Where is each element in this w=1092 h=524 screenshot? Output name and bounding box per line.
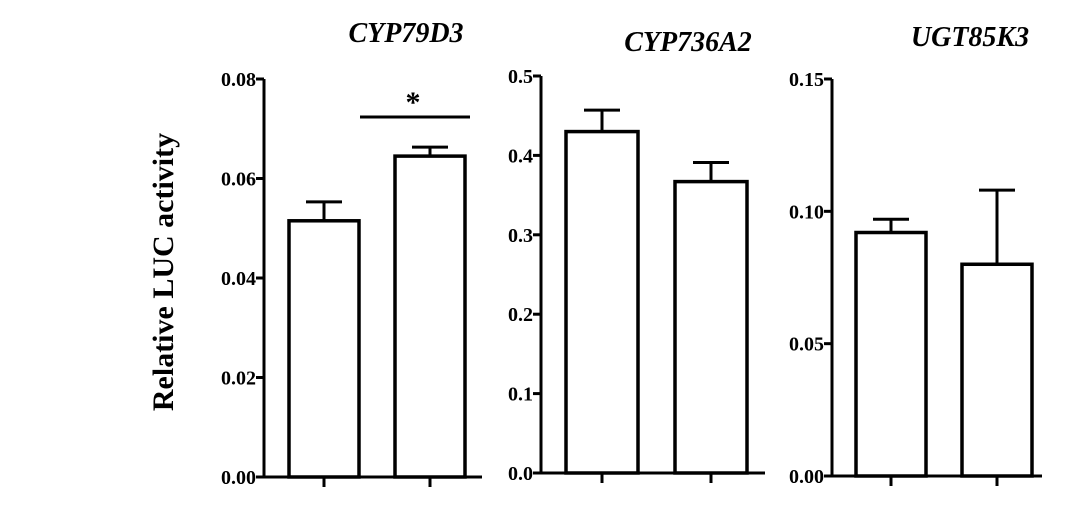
- y-tick-label: 0.3: [508, 225, 533, 247]
- y-tick-label: 0.06: [221, 169, 256, 191]
- panel-title: CYP79D3: [348, 18, 463, 49]
- y-tick-label: 0.02: [221, 368, 256, 390]
- y-tick-label: 0.5: [508, 66, 533, 88]
- y-axis-label: Relative LUC activity: [147, 133, 180, 411]
- significance-star: *: [406, 86, 421, 119]
- panel-title: UGT85K3: [911, 22, 1029, 53]
- panel-title: CYP736A2: [624, 27, 752, 58]
- bar: [673, 179, 749, 475]
- y-tick-label: 0.1: [508, 384, 533, 406]
- y-tick-label: 0.00: [221, 467, 256, 489]
- y-tick-label: 0.04: [221, 268, 256, 290]
- y-tick-label: 0.4: [508, 145, 533, 167]
- bar: [564, 129, 640, 475]
- y-tick-label: 0.10: [789, 201, 824, 223]
- bar: [854, 230, 928, 478]
- y-tick-label: 0.00: [789, 466, 824, 488]
- y-tick-label: 0.15: [789, 69, 824, 91]
- y-tick-label: 0.0: [508, 463, 533, 485]
- y-tick-label: 0.05: [789, 334, 824, 356]
- y-tick-label: 0.08: [221, 69, 256, 91]
- y-tick-label: 0.2: [508, 304, 533, 326]
- bar: [960, 262, 1034, 478]
- bar: [393, 154, 467, 479]
- bar: [287, 219, 361, 479]
